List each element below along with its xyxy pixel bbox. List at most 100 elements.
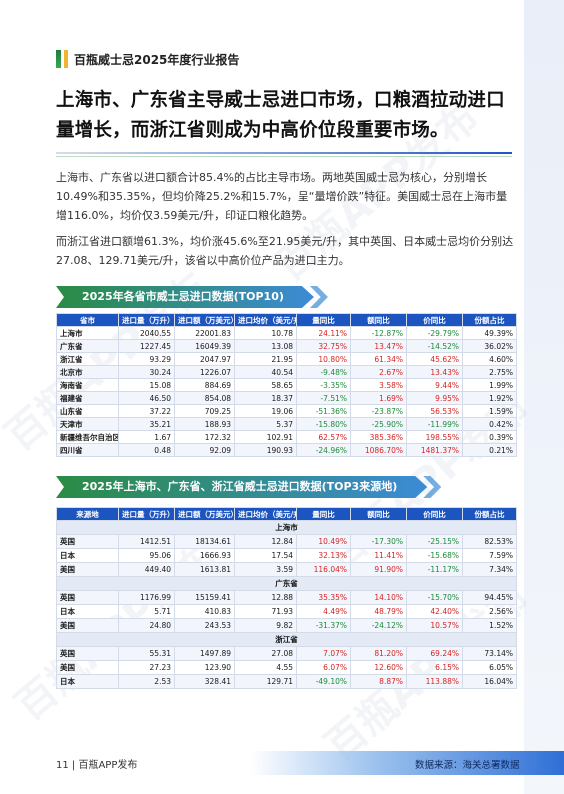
- column-header: 额同比: [350, 507, 407, 521]
- table-cell: 13.47%: [350, 339, 407, 353]
- group-row: 浙江省: [56, 632, 517, 647]
- row-label: 海南省: [56, 378, 119, 392]
- table-cell: 10.78: [234, 326, 297, 340]
- table-cell: 94.45%: [462, 590, 517, 605]
- table-cell: 27.23: [118, 660, 175, 675]
- column-header: 来源地: [56, 507, 119, 521]
- table-cell: 328.41: [174, 674, 235, 689]
- group-label: 上海市: [56, 520, 517, 535]
- row-label: 日本: [56, 604, 119, 619]
- column-header: 进口额（万美元）: [174, 313, 235, 327]
- table-cell: 102.91: [234, 430, 297, 444]
- row-label: 新疆维吾尔自治区: [56, 430, 119, 444]
- column-header: 量同比: [296, 313, 351, 327]
- table-cell: 1.69%: [350, 391, 407, 405]
- table-cell: 449.40: [118, 562, 175, 577]
- table-cell: 3.58%: [350, 378, 407, 392]
- column-header: 价同比: [406, 507, 463, 521]
- table-cell: 2.53: [118, 674, 175, 689]
- table-cell: -12.87%: [350, 326, 407, 340]
- table-cell: 1.99%: [462, 378, 517, 392]
- table-cell: 9.82: [234, 618, 297, 633]
- table-row: 山东省 37.22 709.25 19.06 -51.36% -23.87% 56.53% 1…: [56, 404, 517, 418]
- row-label: 美国: [56, 660, 119, 675]
- table-cell: 12.60%: [350, 660, 407, 675]
- table-cell: -24.12%: [350, 618, 407, 633]
- group-label: 广东省: [56, 576, 517, 591]
- table-cell: 40.54: [234, 365, 297, 379]
- table-row: 海南省 15.08 884.69 58.65 -3.35% 3.58% 9.44% 1.99%: [56, 378, 517, 392]
- table-cell: 1226.07: [174, 365, 235, 379]
- row-label: 山东省: [56, 404, 119, 418]
- table-cell: -15.68%: [406, 548, 463, 563]
- table-cell: 1176.99: [118, 590, 175, 605]
- report-header: 百瓶威士忌2025年度行业报告: [56, 49, 239, 69]
- table-cell: 93.29: [118, 352, 175, 366]
- table-row: 英国 1176.99 15159.41 12.88 35.35% 14.10% -15.70…: [56, 590, 517, 605]
- column-header: 省市: [56, 313, 119, 327]
- column-header: 进口量（万升）: [118, 313, 175, 327]
- row-label: 英国: [56, 646, 119, 661]
- group-row: 广东省: [56, 576, 517, 591]
- table-cell: 7.34%: [462, 562, 517, 577]
- province-import-table: 省市进口量（万升）进口额（万美元）进口均价（美元/升）量同比额同比价同比份额占比…: [56, 313, 517, 457]
- table-row: 福建省 46.50 854.08 18.37 -7.51% 1.69% 9.95% 1.92%: [56, 391, 517, 405]
- table-row: 英国 1412.51 18134.61 12.84 10.49% -17.30% -25.1…: [56, 534, 517, 549]
- table-cell: 32.75%: [296, 339, 351, 353]
- column-header: 进口均价（美元/升）: [234, 507, 297, 521]
- group-row: 上海市: [56, 520, 517, 535]
- row-label: 天津市: [56, 417, 119, 431]
- table-cell: 69.24%: [406, 646, 463, 661]
- table-cell: -17.30%: [350, 534, 407, 549]
- column-header: 进口额（万美元）: [174, 507, 235, 521]
- table-cell: 188.93: [174, 417, 235, 431]
- table-cell: -29.79%: [406, 326, 463, 340]
- section-title-label: 2025年上海市、广东省、浙江省威士忌进口数据(TOP3来源地): [56, 476, 427, 498]
- table-cell: 113.88%: [406, 674, 463, 689]
- table-cell: 15.08: [118, 378, 175, 392]
- table-cell: -14.52%: [406, 339, 463, 353]
- column-header: 份额占比: [462, 313, 517, 327]
- table-cell: 410.83: [174, 604, 235, 619]
- table-row: 日本 5.71 410.83 71.93 4.49% 48.79% 42.40% 2.56%: [56, 604, 517, 619]
- table-cell: 884.69: [174, 378, 235, 392]
- table-row: 浙江省 93.29 2047.97 21.95 10.80% 61.34% 45.62% 4.…: [56, 352, 517, 366]
- table-cell: 14.10%: [350, 590, 407, 605]
- body-paragraph: 而浙江省进口额增61.3%，均价涨45.6%至21.95美元/升，其中英国、日本…: [56, 235, 514, 267]
- table-cell: 10.57%: [406, 618, 463, 633]
- table-cell: 56.53%: [406, 404, 463, 418]
- table-cell: 13.43%: [406, 365, 463, 379]
- table-cell: 4.49%: [296, 604, 351, 619]
- table-cell: 16.04%: [462, 674, 517, 689]
- title-divider: [56, 156, 512, 157]
- table-cell: 0.48: [118, 443, 175, 457]
- column-header: 价同比: [406, 313, 463, 327]
- table-row: 上海市 2040.55 22001.83 10.78 24.11% -12.87% -29.…: [56, 326, 517, 340]
- table-cell: 8.87%: [350, 674, 407, 689]
- table-cell: 16049.39: [174, 339, 235, 353]
- body-paragraph: 上海市、广东省以进口额合计85.4%的占比主导市场。两地英国威士忌为核心，分别增…: [56, 171, 508, 222]
- table-cell: 45.62%: [406, 352, 463, 366]
- table-cell: 129.71: [234, 674, 297, 689]
- table-cell: 24.80: [118, 618, 175, 633]
- column-header: 量同比: [296, 507, 351, 521]
- column-header: 份额占比: [462, 507, 517, 521]
- table-cell: 0.21%: [462, 443, 517, 457]
- table-cell: 73.14%: [462, 646, 517, 661]
- table-cell: 385.36%: [350, 430, 407, 444]
- group-label: 浙江省: [56, 632, 517, 647]
- table-row: 日本 2.53 328.41 129.71 -49.10% 8.87% 113.88% 16.…: [56, 674, 517, 689]
- table-cell: 1.92%: [462, 391, 517, 405]
- table-cell: -24.96%: [296, 443, 351, 457]
- table-cell: 1412.51: [118, 534, 175, 549]
- table-cell: 30.24: [118, 365, 175, 379]
- table-cell: 19.06: [234, 404, 297, 418]
- table-cell: 24.11%: [296, 326, 351, 340]
- row-label: 日本: [56, 674, 119, 689]
- table-cell: 3.59: [234, 562, 297, 577]
- table-cell: 2040.55: [118, 326, 175, 340]
- table-cell: 22001.83: [174, 326, 235, 340]
- table-cell: 11.41%: [350, 548, 407, 563]
- header-accent-bar: [56, 50, 61, 68]
